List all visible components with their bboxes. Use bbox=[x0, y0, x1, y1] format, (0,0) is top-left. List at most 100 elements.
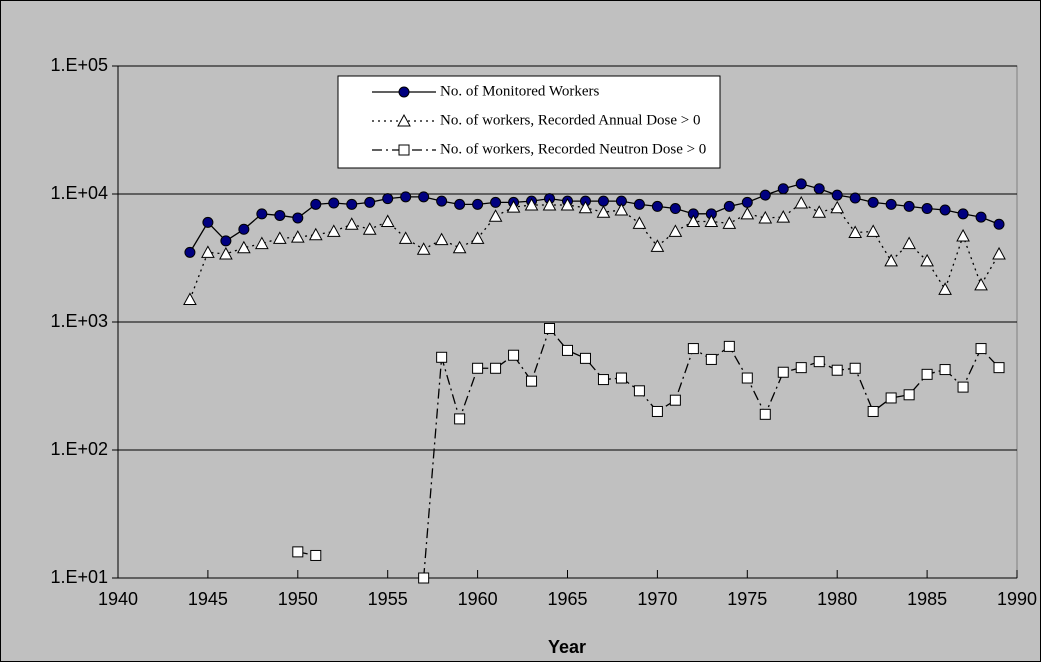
data-point bbox=[292, 546, 304, 558]
data-point bbox=[884, 253, 898, 267]
legend-label: No. of workers, Recorded Neutron Dose > … bbox=[440, 141, 706, 157]
data-point bbox=[939, 204, 951, 216]
data-point bbox=[885, 392, 897, 404]
data-point bbox=[560, 197, 575, 211]
data-point bbox=[292, 212, 304, 224]
data-point bbox=[759, 408, 771, 420]
data-point bbox=[202, 216, 214, 228]
data-point bbox=[740, 206, 755, 220]
data-point bbox=[867, 196, 879, 208]
data-point bbox=[328, 197, 340, 209]
data-point bbox=[472, 198, 484, 210]
data-point bbox=[400, 191, 412, 203]
data-point bbox=[885, 198, 897, 210]
data-point bbox=[380, 214, 395, 227]
data-point bbox=[490, 362, 502, 374]
data-point bbox=[418, 191, 430, 203]
data-point bbox=[219, 246, 233, 260]
data-point bbox=[346, 198, 358, 210]
y-tick-label: 1.E+05 bbox=[50, 55, 108, 75]
data-point bbox=[812, 205, 827, 218]
data-point bbox=[597, 195, 609, 207]
data-point bbox=[759, 189, 771, 201]
x-tick-label: 1940 bbox=[98, 589, 138, 609]
data-point bbox=[723, 200, 735, 212]
data-point bbox=[956, 228, 970, 242]
data-point bbox=[777, 366, 789, 378]
data-point bbox=[490, 196, 502, 208]
data-point bbox=[434, 232, 449, 246]
x-tick-label: 1965 bbox=[547, 589, 587, 609]
data-point bbox=[274, 209, 286, 221]
data-point bbox=[362, 222, 377, 235]
x-tick-label: 1950 bbox=[278, 589, 318, 609]
data-point bbox=[993, 218, 1005, 230]
data-point bbox=[902, 236, 916, 250]
data-point bbox=[579, 352, 591, 364]
data-point bbox=[903, 389, 915, 401]
data-point bbox=[650, 239, 665, 252]
data-point bbox=[668, 224, 683, 237]
data-point bbox=[957, 381, 969, 393]
data-point bbox=[651, 405, 663, 417]
x-tick-label: 1960 bbox=[458, 589, 498, 609]
data-point bbox=[993, 362, 1005, 374]
data-point bbox=[398, 231, 413, 244]
data-point bbox=[436, 351, 448, 363]
data-point bbox=[704, 214, 719, 227]
series-line bbox=[189, 183, 1000, 253]
data-point bbox=[254, 236, 269, 250]
data-point bbox=[813, 356, 825, 368]
data-point bbox=[596, 205, 611, 218]
data-point bbox=[578, 200, 593, 214]
x-tick-label: 1990 bbox=[997, 589, 1037, 609]
data-point bbox=[867, 405, 879, 417]
data-point bbox=[364, 196, 376, 208]
data-point bbox=[526, 375, 538, 387]
data-point bbox=[184, 246, 196, 258]
data-point bbox=[830, 200, 845, 214]
data-point bbox=[183, 292, 197, 305]
data-point bbox=[831, 189, 843, 201]
x-tick-label: 1985 bbox=[907, 589, 947, 609]
data-point bbox=[921, 203, 933, 215]
y-tick-label: 1.E+01 bbox=[50, 567, 108, 587]
data-point bbox=[344, 217, 359, 230]
legend-label: No. of workers, Recorded Annual Dose > 0 bbox=[440, 112, 701, 128]
y-tick-label: 1.E+03 bbox=[50, 311, 108, 331]
x-tick-label: 1955 bbox=[368, 589, 408, 609]
data-point bbox=[813, 183, 825, 195]
data-point bbox=[848, 225, 863, 239]
data-point bbox=[669, 203, 681, 215]
data-point bbox=[454, 198, 466, 210]
data-point bbox=[544, 322, 556, 334]
x-tick-label: 1975 bbox=[727, 589, 767, 609]
data-point bbox=[705, 353, 717, 365]
data-point bbox=[920, 253, 934, 267]
data-point bbox=[831, 364, 843, 376]
data-point bbox=[472, 362, 484, 374]
data-point bbox=[633, 198, 645, 210]
data-point bbox=[272, 231, 287, 244]
data-point bbox=[597, 374, 609, 386]
data-point bbox=[903, 200, 915, 212]
data-point bbox=[237, 240, 251, 254]
data-point bbox=[436, 195, 448, 207]
data-point bbox=[849, 362, 861, 374]
data-point bbox=[310, 549, 322, 561]
data-point bbox=[632, 216, 647, 229]
data-point bbox=[454, 413, 466, 425]
data-point bbox=[382, 193, 394, 205]
data-point bbox=[975, 343, 987, 355]
data-point bbox=[562, 344, 573, 356]
data-point bbox=[921, 368, 933, 380]
data-point bbox=[326, 224, 341, 237]
data-point bbox=[633, 385, 645, 397]
data-point bbox=[310, 198, 322, 210]
data-point bbox=[542, 197, 557, 211]
data-point bbox=[849, 192, 861, 204]
series-line bbox=[189, 202, 1000, 300]
legend-marker bbox=[398, 144, 410, 156]
y-tick-label: 1.E+02 bbox=[50, 439, 108, 459]
